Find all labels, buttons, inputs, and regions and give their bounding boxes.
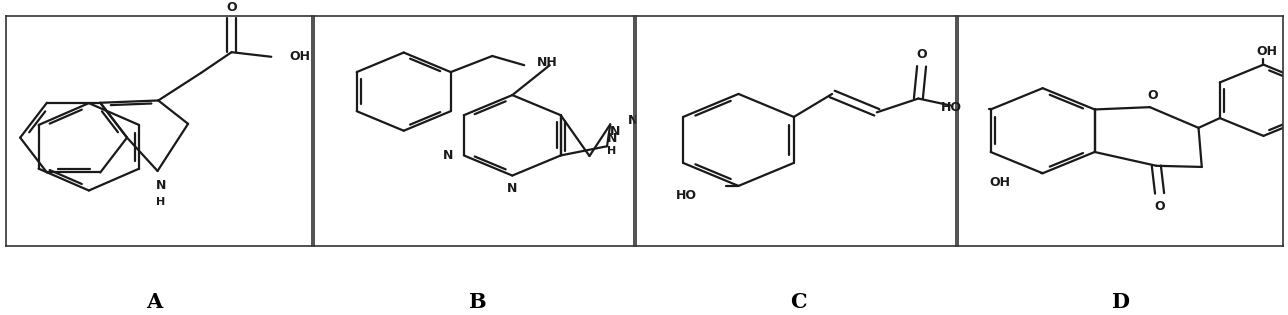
Text: HO: HO [940, 101, 961, 114]
Text: N: N [611, 125, 621, 138]
Text: O: O [1154, 199, 1164, 213]
Text: N: N [607, 132, 617, 145]
Text: A: A [147, 292, 162, 312]
Text: N: N [627, 114, 638, 128]
Text: D: D [1112, 292, 1130, 312]
Text: HO: HO [676, 189, 697, 202]
Text: O: O [227, 1, 237, 14]
Text: NH: NH [537, 56, 558, 69]
Text: OH: OH [967, 99, 989, 112]
Text: O: O [1148, 89, 1158, 102]
Text: N: N [156, 180, 166, 192]
Text: O: O [916, 48, 927, 61]
Text: H: H [156, 197, 165, 207]
Text: OH: OH [989, 176, 1010, 189]
Text: OH: OH [290, 50, 310, 63]
Text: C: C [791, 292, 806, 312]
Text: N: N [507, 182, 518, 195]
Text: OH: OH [1256, 45, 1278, 59]
Text: N: N [443, 149, 453, 162]
Text: H: H [607, 146, 616, 157]
Text: B: B [468, 292, 486, 312]
